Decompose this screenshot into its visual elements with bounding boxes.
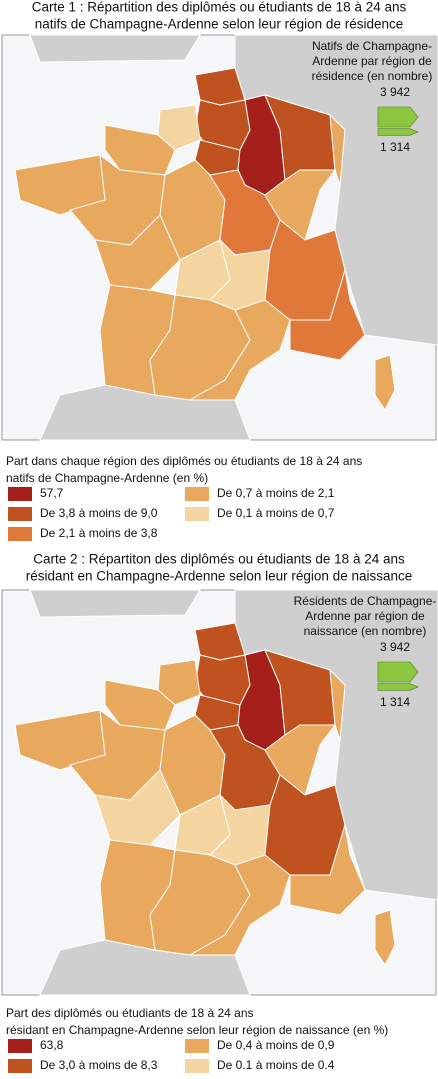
legend-label: De 3,0 à moins de 8,3	[40, 1058, 158, 1072]
region	[374, 354, 396, 411]
legend-label: 57,7	[40, 486, 64, 500]
region	[188, 854, 291, 956]
text-line: natifs de Champagne-Ardenne (en %)	[6, 471, 208, 485]
legend-swatch	[8, 487, 32, 501]
text-line: résidence (en nombre)	[312, 69, 433, 83]
map-title: Carte 1 : Répartition des diplômés ou ét…	[32, 0, 407, 15]
legend-swatch	[8, 507, 32, 521]
region	[329, 668, 346, 741]
text-line: naissance (en nombre)	[304, 624, 427, 638]
map-title: natifs de Champagne-Ardenne selon leur r…	[35, 17, 404, 32]
region	[157, 659, 201, 706]
region	[329, 113, 346, 186]
text-line: Résidents de Champagne-	[294, 594, 437, 608]
text-line: Part dans chaque région des diplômés ou …	[6, 454, 362, 468]
neighbor-land	[29, 589, 201, 618]
legend-swatch	[8, 1039, 32, 1053]
legend-swatch	[185, 1059, 209, 1073]
region	[289, 269, 366, 361]
legend-symbol	[377, 106, 419, 128]
legend-label: De 0,1 à moins de 0,7	[217, 506, 335, 520]
legend-label: 63,8	[40, 1038, 64, 1052]
legend-symbol	[377, 128, 419, 136]
map	[1, 589, 438, 996]
region	[374, 909, 396, 966]
map-title: Carte 2 : Répartiton des diplômés ou étu…	[33, 552, 405, 567]
text-line: Part des diplômés ou étudiants de 18 à 2…	[6, 1006, 254, 1020]
legend-label: De 3,8 à moins de 9,0	[40, 506, 158, 520]
text-line: Ardenne par région de	[305, 609, 425, 623]
region	[289, 824, 366, 916]
map-title: résidant en Champagne-Ardenne selon leur…	[26, 569, 413, 584]
legend-swatch	[8, 527, 32, 541]
legend-symbol	[377, 661, 419, 683]
legend-swatch	[185, 1039, 209, 1053]
legend-size-label: 1 314	[380, 140, 410, 154]
legend-swatch	[185, 507, 209, 521]
legend-label: De 2,1 à moins de 3,8	[40, 526, 158, 540]
legend-size-label: 1 314	[380, 695, 410, 709]
legend-size-label: 3 942	[380, 640, 410, 654]
map	[1, 34, 438, 441]
legend-swatch	[185, 487, 209, 501]
text-line: Ardenne par région de	[312, 54, 432, 68]
text-line: résidant en Champagne-Ardenne selon leur…	[6, 1023, 388, 1037]
region	[157, 104, 201, 151]
neighbor-land	[29, 34, 201, 63]
legend-symbol	[377, 683, 419, 691]
legend-label: De 0.1 à moins de 0.4	[217, 1058, 335, 1072]
text-line: Natifs de Champagne-	[312, 39, 432, 53]
legend-size-label: 3 942	[380, 85, 410, 99]
region	[188, 299, 291, 401]
legend-label: De 0,7 à moins de 2,1	[217, 486, 335, 500]
legend-swatch	[8, 1059, 32, 1073]
legend-label: De 0,4 à moins de 0,9	[217, 1038, 335, 1052]
